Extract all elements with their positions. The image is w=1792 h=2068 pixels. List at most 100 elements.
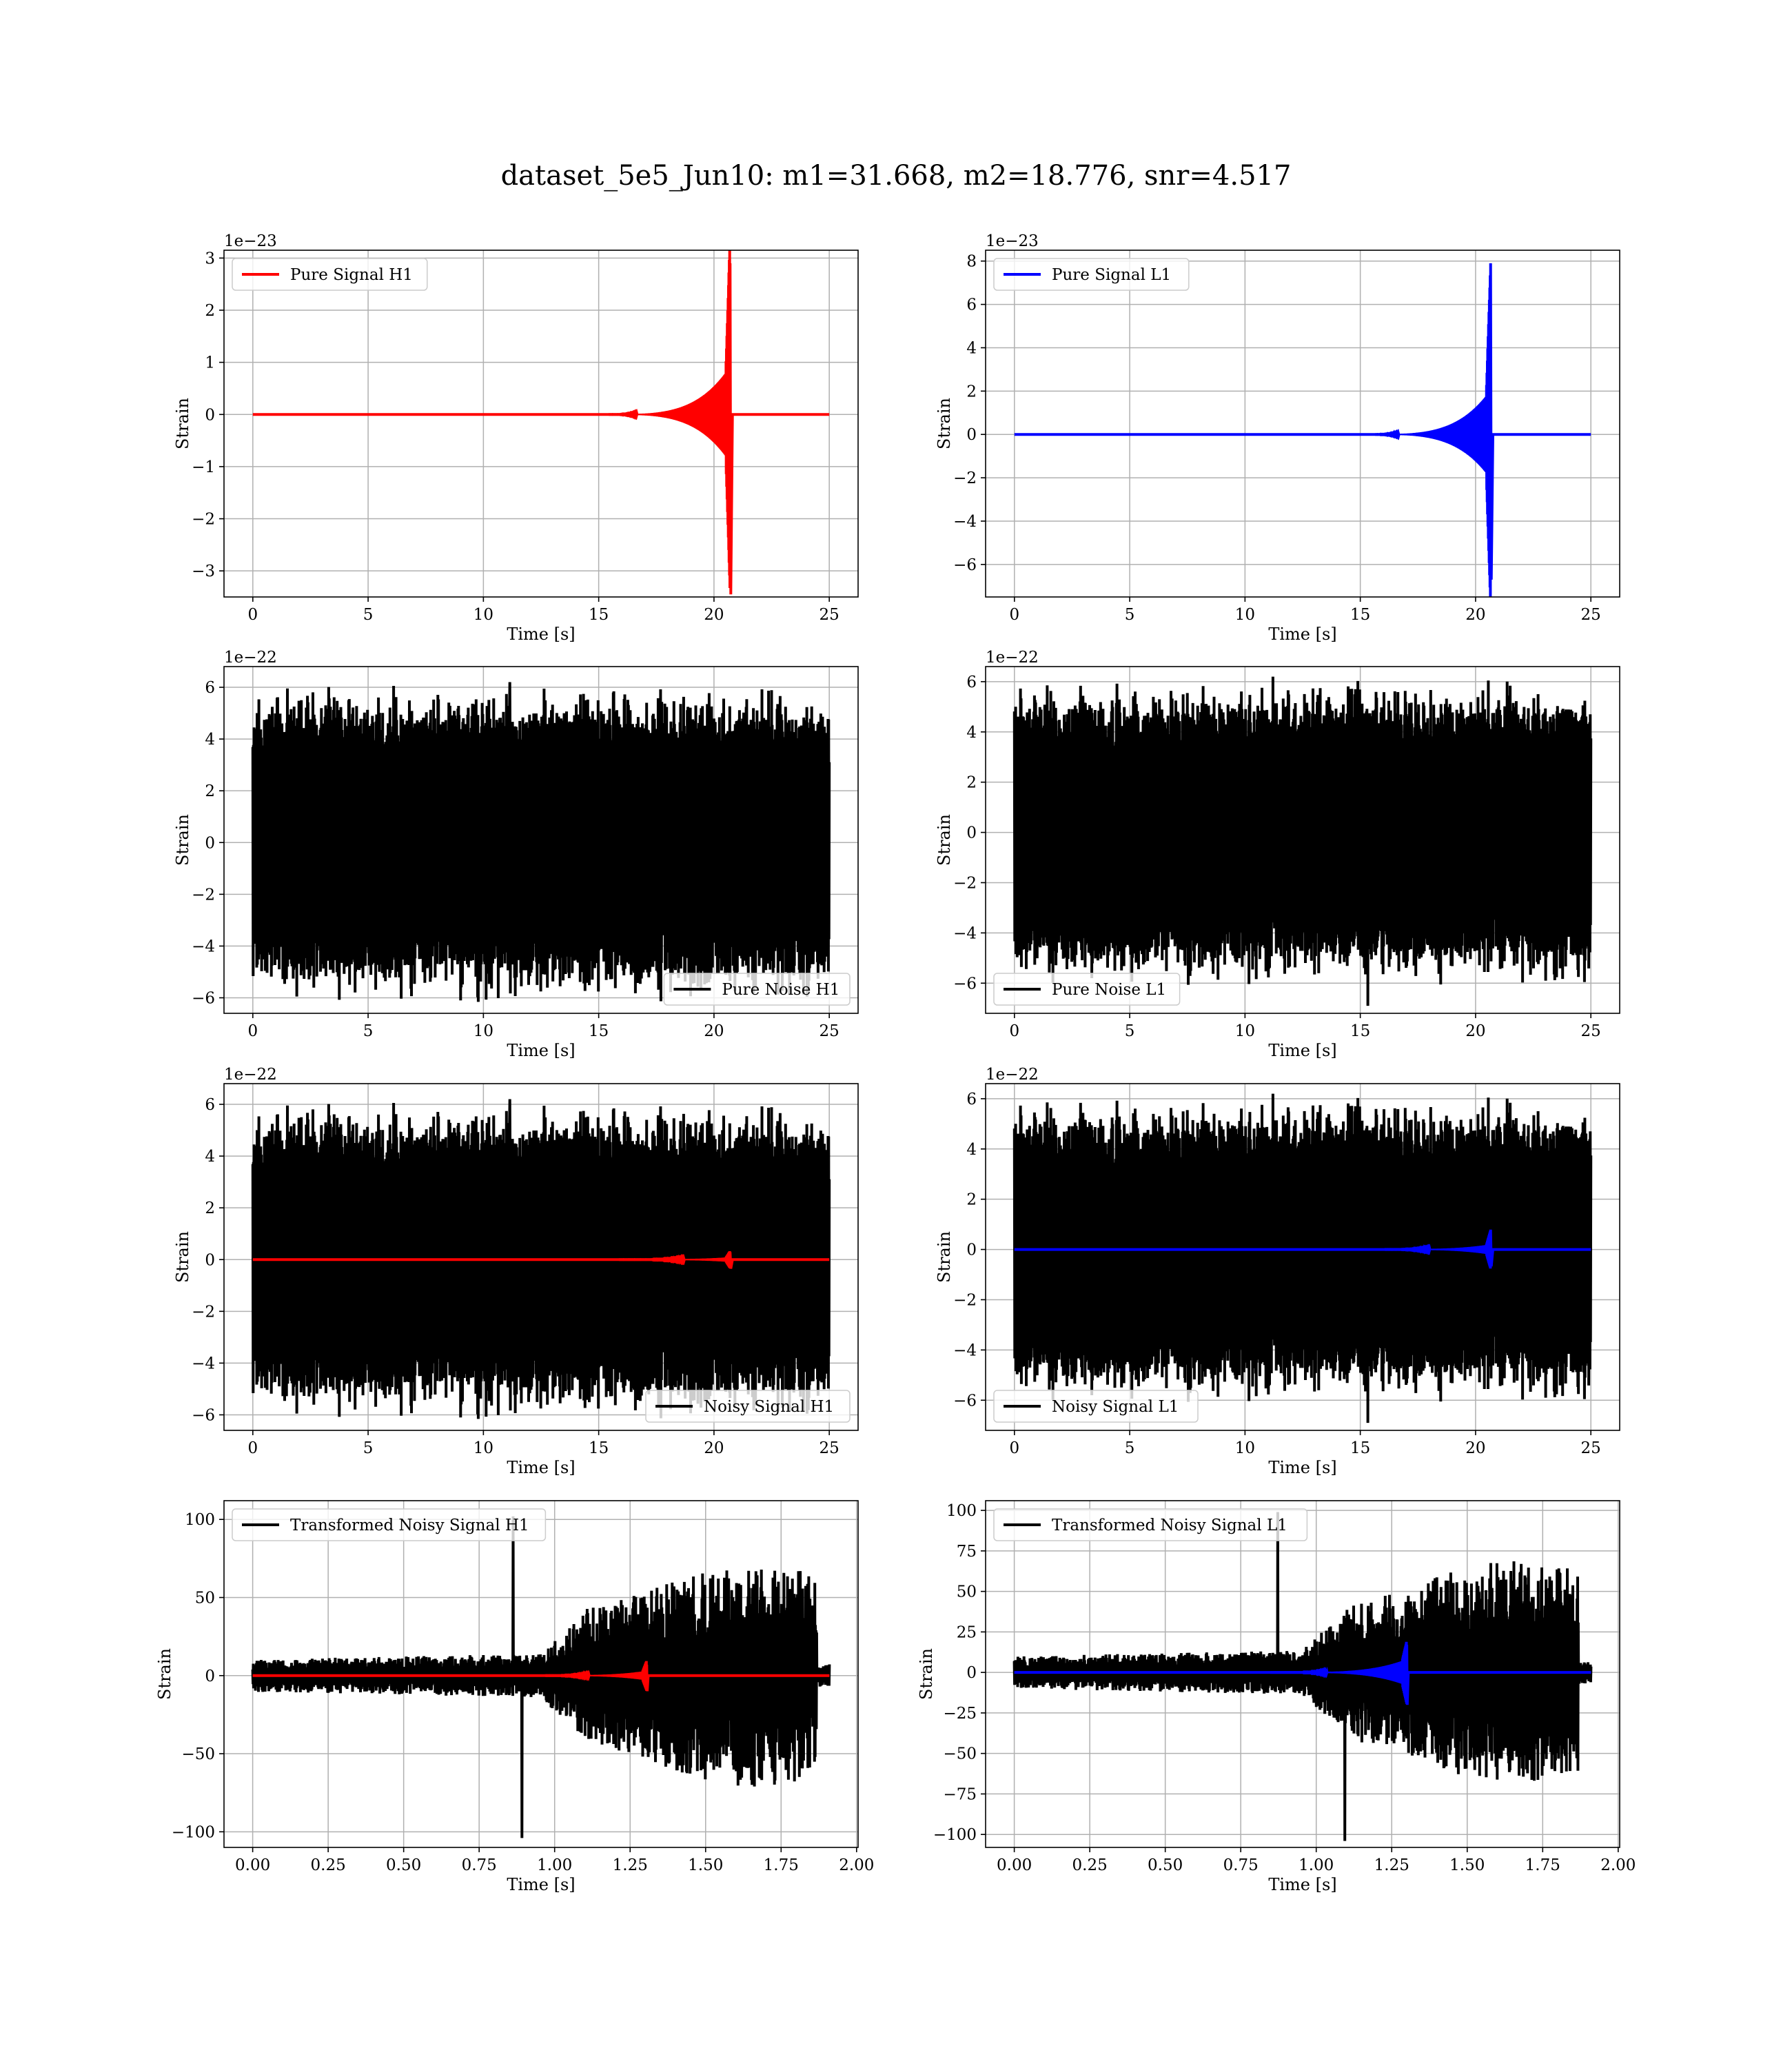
y-tick-label: 8 (966, 253, 977, 271)
y-tick-label: 4 (966, 1141, 977, 1159)
y-axis-label: Strain (155, 1648, 174, 1700)
x-tick-label: 10 (1235, 1022, 1255, 1040)
subplot-noisy-signal-h1: 0 5 10 15 20 25 −6 −4 −2 0 2 4 6 Time [s] Strain 1e−22 N… (173, 1066, 859, 1477)
legend-frame (232, 258, 428, 291)
x-tick-label: 20 (1465, 1022, 1485, 1040)
y-tick-label: −1 (192, 458, 215, 476)
y-axis-ticks: −6 −4 −2 0 2 4 6 (192, 679, 224, 1007)
y-axis-label: Strain (173, 1231, 192, 1283)
y-axis-label: Strain (173, 814, 192, 866)
y-tick-label: 0 (966, 824, 977, 842)
series-line-primary (251, 682, 831, 1002)
x-tick-label: 10 (474, 1022, 493, 1040)
x-tick-label: 25 (1581, 1022, 1601, 1040)
y-axis-ticks: −6 −4 −2 0 2 4 6 (192, 1096, 224, 1424)
x-tick-label: 0.75 (462, 1856, 497, 1874)
y-tick-label: 2 (966, 774, 977, 792)
y-axis-label: Strain (935, 814, 954, 866)
axes-frame (985, 1083, 1620, 1431)
x-tick-label: 0.50 (386, 1856, 421, 1874)
x-tick-label: 1.50 (1449, 1856, 1485, 1874)
legend-frame (993, 258, 1190, 291)
x-tick-label: 0 (247, 1022, 258, 1040)
axes-frame (223, 1500, 859, 1848)
x-tick-label: 0.00 (997, 1856, 1032, 1874)
x-tick-label: 20 (1465, 1439, 1485, 1457)
series-line-primary (1012, 1093, 1593, 1423)
y-tick-label: −2 (953, 1291, 977, 1309)
axes-frame (223, 666, 859, 1014)
series-group (1012, 1093, 1593, 1423)
x-tick-label: 15 (1350, 1022, 1370, 1040)
legend: Pure Signal H1 (232, 258, 428, 291)
x-tick-label: 1.00 (1299, 1856, 1334, 1874)
x-tick-label: 25 (1581, 606, 1601, 624)
x-tick-label: 20 (1465, 606, 1485, 624)
series-line-overlay (1014, 1229, 1591, 1269)
series-group (251, 682, 831, 1002)
axes-frame (985, 250, 1620, 598)
y-tick-label: 0 (205, 1251, 215, 1269)
x-axis-label: Time [s] (507, 625, 575, 644)
y-tick-label: 0 (966, 1241, 977, 1259)
y-tick-label: 3 (205, 250, 215, 267)
legend-frame (993, 973, 1181, 1006)
y-tick-label: 2 (205, 302, 215, 320)
x-tick-label: 25 (819, 1439, 839, 1457)
y-tick-label: 1 (205, 354, 215, 372)
x-tick-label: 0 (1009, 1022, 1019, 1040)
x-axis-ticks: 0 5 10 15 20 25 (247, 597, 839, 624)
y-tick-label: −2 (192, 886, 215, 904)
x-tick-label: 5 (1125, 1439, 1135, 1457)
x-tick-label: 10 (474, 606, 493, 624)
y-tick-label: −4 (953, 513, 977, 531)
y-tick-label: −4 (192, 937, 215, 955)
series-group (1014, 263, 1591, 597)
legend-label: Pure Noise L1 (1052, 981, 1166, 999)
y-tick-label: −25 (943, 1705, 977, 1723)
x-tick-label: 25 (819, 1022, 839, 1040)
series-group (1012, 1512, 1593, 1841)
legend-label: Pure Signal L1 (1052, 266, 1171, 284)
legend-frame (232, 1508, 547, 1541)
x-axis-ticks: 0 5 10 15 20 25 (1009, 597, 1601, 624)
subplot-pure-signal-h1: 0 5 10 15 20 25 −3 −2 −1 0 1 2 3 Time [s] Strain 1e−23 P… (173, 232, 859, 644)
y-axis-ticks: −3 −2 −1 0 1 2 3 (192, 250, 224, 580)
x-axis-ticks: 0.00 0.25 0.50 0.75 1.00 1.25 1.50 1.75 2.00 (235, 1847, 874, 1874)
x-tick-label: 15 (589, 606, 609, 624)
series-line-overlay (1014, 1641, 1591, 1705)
x-tick-label: 0 (247, 606, 258, 624)
series-line-primary (1014, 263, 1591, 597)
y-tick-label: −6 (953, 1392, 977, 1410)
x-axis-label: Time [s] (507, 1458, 575, 1477)
y-tick-label: −6 (192, 1406, 215, 1424)
legend-frame (993, 1390, 1199, 1423)
legend-label: Noisy Signal L1 (1052, 1398, 1179, 1416)
y-tick-label: 4 (966, 724, 977, 742)
x-tick-label: 2.00 (1600, 1856, 1636, 1874)
y-tick-label: −2 (192, 1303, 215, 1321)
y-tick-label: 100 (946, 1502, 977, 1520)
y-tick-label: −100 (933, 1826, 977, 1844)
series-group (252, 250, 830, 595)
x-tick-label: 1.50 (688, 1856, 723, 1874)
y-axis-label: Strain (173, 398, 192, 449)
legend-label: Transformed Noisy Signal L1 (1052, 1517, 1287, 1534)
subplot-pure-signal-l1: 0 5 10 15 20 25 −6 −4 −2 0 2 4 6 8 Time [s] Strain 1e−23… (935, 232, 1620, 644)
x-axis-label: Time [s] (507, 1041, 575, 1060)
subplot-noisy-signal-l1: 0 5 10 15 20 25 −6 −4 −2 0 2 4 6 Time [s] Strain 1e−22 N… (935, 1066, 1620, 1477)
y-axis-label: Strain (935, 398, 954, 449)
y-tick-label: 0 (205, 1667, 215, 1685)
x-tick-label: 25 (819, 606, 839, 624)
y-tick-label: 4 (205, 1148, 215, 1166)
axes-frame (223, 250, 859, 598)
y-axis-offset-label: 1e−23 (986, 232, 1039, 250)
legend: Noisy Signal L1 (993, 1390, 1199, 1423)
x-tick-label: 1.00 (537, 1856, 572, 1874)
y-tick-label: 0 (966, 426, 977, 444)
x-tick-label: 10 (1235, 606, 1255, 624)
legend: Noisy Signal H1 (645, 1390, 851, 1423)
y-tick-label: −75 (943, 1785, 977, 1803)
subplot-transformed-noisy-signal-l1: 0.00 0.25 0.50 0.75 1.00 1.25 1.50 1.75 2.00 −100… (917, 1500, 1636, 1894)
